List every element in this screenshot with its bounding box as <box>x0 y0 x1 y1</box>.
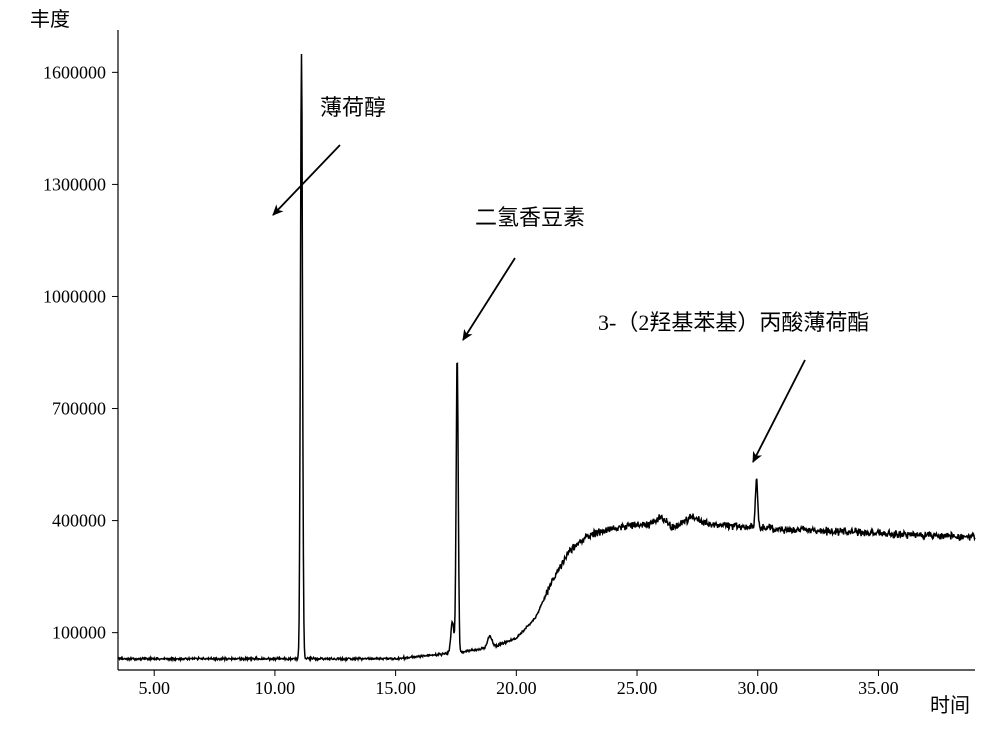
peak-annotation-0: 薄荷醇 <box>320 95 386 120</box>
y-tick-label: 1600000 <box>43 62 106 82</box>
y-tick-label: 1300000 <box>43 174 106 194</box>
y-tick-label: 400000 <box>52 511 106 531</box>
chromatogram-chart: 100000 400000 700000 1000000 1300000 1600000 5… <box>0 0 1000 734</box>
y-tick-label: 100000 <box>52 623 106 643</box>
peak-annotation-2: 3-（2羟基苯基）丙酸薄荷酯 <box>598 310 869 335</box>
x-tick-label: 35.00 <box>858 678 899 698</box>
x-tick-label: 5.00 <box>138 678 170 698</box>
y-axis-label: 丰度 <box>30 8 70 31</box>
x-tick-label: 10.00 <box>255 678 296 698</box>
peak-annotation-1: 二氢香豆素 <box>475 205 585 230</box>
x-tick-label: 20.00 <box>496 678 537 698</box>
x-tick-label: 25.00 <box>617 678 658 698</box>
x-tick-label: 15.00 <box>375 678 416 698</box>
x-tick-label: 30.00 <box>737 678 778 698</box>
x-axis-label: 时间 <box>930 694 970 717</box>
y-tick-label: 1000000 <box>43 286 106 306</box>
y-tick-label: 700000 <box>52 399 106 419</box>
